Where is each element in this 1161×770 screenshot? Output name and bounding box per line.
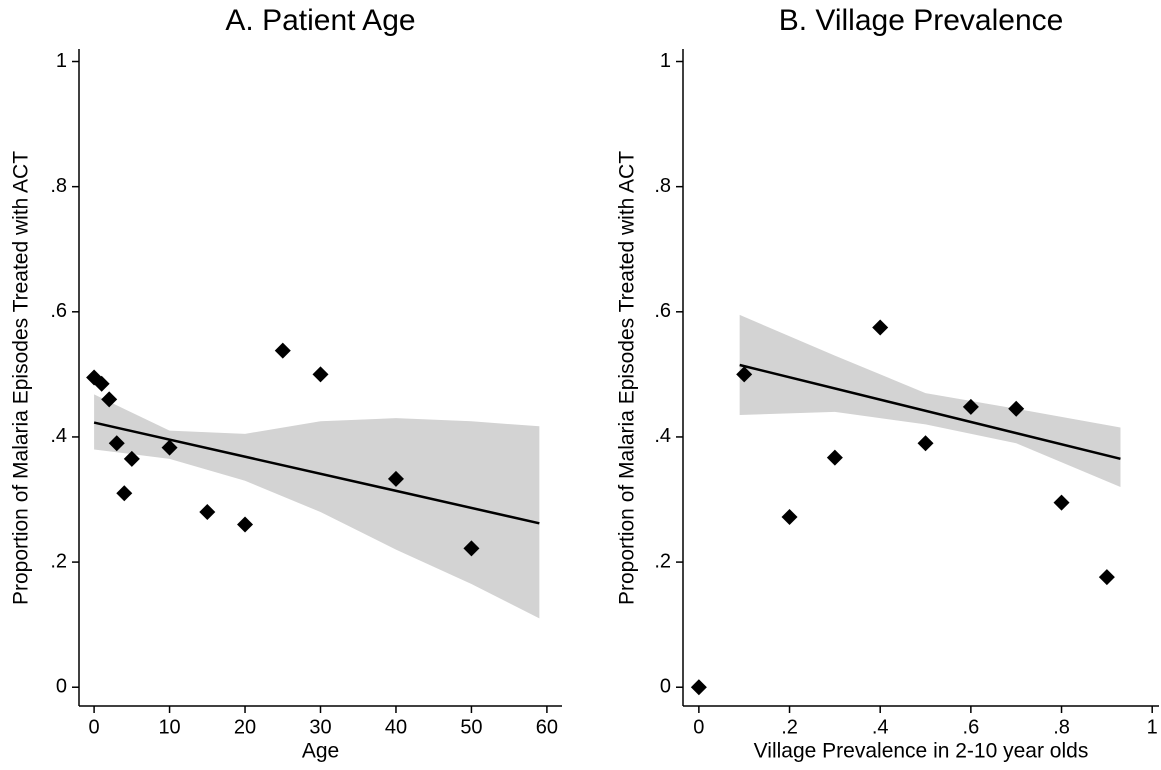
data-point [1053, 494, 1070, 511]
confidence-band [739, 314, 1121, 487]
panel: 0.2.4.6.810 10 20 30 40 50 60A. Patient AgeAge… [10, 4, 562, 763]
y-tick-label: .2 [654, 550, 671, 572]
data-point [1098, 569, 1115, 586]
data-point [116, 485, 133, 502]
x-tick-label: 10 [158, 716, 180, 738]
data-point [387, 470, 404, 487]
x-tick-label: 20 [234, 716, 256, 738]
data-point [123, 450, 140, 467]
y-tick-label: .8 [654, 175, 671, 197]
x-tick-label: 30 [309, 716, 331, 738]
chart-title: B. Village Prevalence [779, 4, 1064, 37]
y-tick-label: .8 [50, 175, 67, 197]
data-point [199, 504, 216, 521]
fit-line [93, 421, 540, 525]
data-point [312, 366, 329, 383]
y-axis-title: Proportion of Malaria Episodes Treated w… [616, 151, 639, 605]
data-point [237, 516, 254, 533]
chart-title: A. Patient Age [225, 4, 415, 37]
y-tick-label: 0 [660, 676, 671, 698]
data-point [872, 319, 889, 336]
data-point [101, 391, 118, 408]
data-point [274, 342, 291, 359]
y-tick-label: .6 [654, 300, 671, 322]
y-tick-label: .4 [50, 425, 67, 447]
data-point [917, 435, 934, 452]
y-tick-label: 1 [660, 50, 671, 72]
y-tick-label: .4 [654, 425, 671, 447]
data-point [826, 449, 843, 466]
data-point [161, 439, 178, 456]
x-tick-label: 50 [460, 716, 482, 738]
data-point [962, 398, 979, 415]
x-tick-label: 0 [89, 716, 100, 738]
x-tick-label: 1 [1147, 716, 1158, 738]
x-axis-title: Village Prevalence in 2-10 year olds [754, 740, 1089, 763]
y-tick-label: .6 [50, 300, 67, 322]
data-point [108, 435, 125, 452]
panel: 0 .2 .4 .6 .8 1 0 .2 .4 .6 .8 1 B. Village Prevalenc… [616, 4, 1159, 763]
data-point [93, 375, 110, 392]
data-point [463, 540, 480, 557]
y-axis-title: Proportion of Malaria Episodes Treated w… [10, 151, 33, 605]
y-tick-label: .2 [50, 550, 67, 572]
fit-line [739, 363, 1121, 461]
confidence-band [94, 394, 540, 619]
x-tick-label: 0 [693, 716, 704, 738]
data-point [690, 679, 707, 696]
x-tick-label: .6 [963, 716, 980, 738]
x-axis-title: Age [302, 740, 339, 763]
y-tick-label: 0 [56, 676, 67, 698]
x-tick-label: 40 [385, 716, 407, 738]
x-tick-label: .2 [781, 716, 798, 738]
x-tick-label: .4 [872, 716, 889, 738]
data-point [736, 366, 753, 383]
data-point [781, 509, 798, 526]
x-tick-label: 60 [536, 716, 558, 738]
y-tick-label: 1 [56, 50, 67, 72]
data-point [1008, 400, 1025, 417]
x-tick-label: .8 [1053, 716, 1070, 738]
